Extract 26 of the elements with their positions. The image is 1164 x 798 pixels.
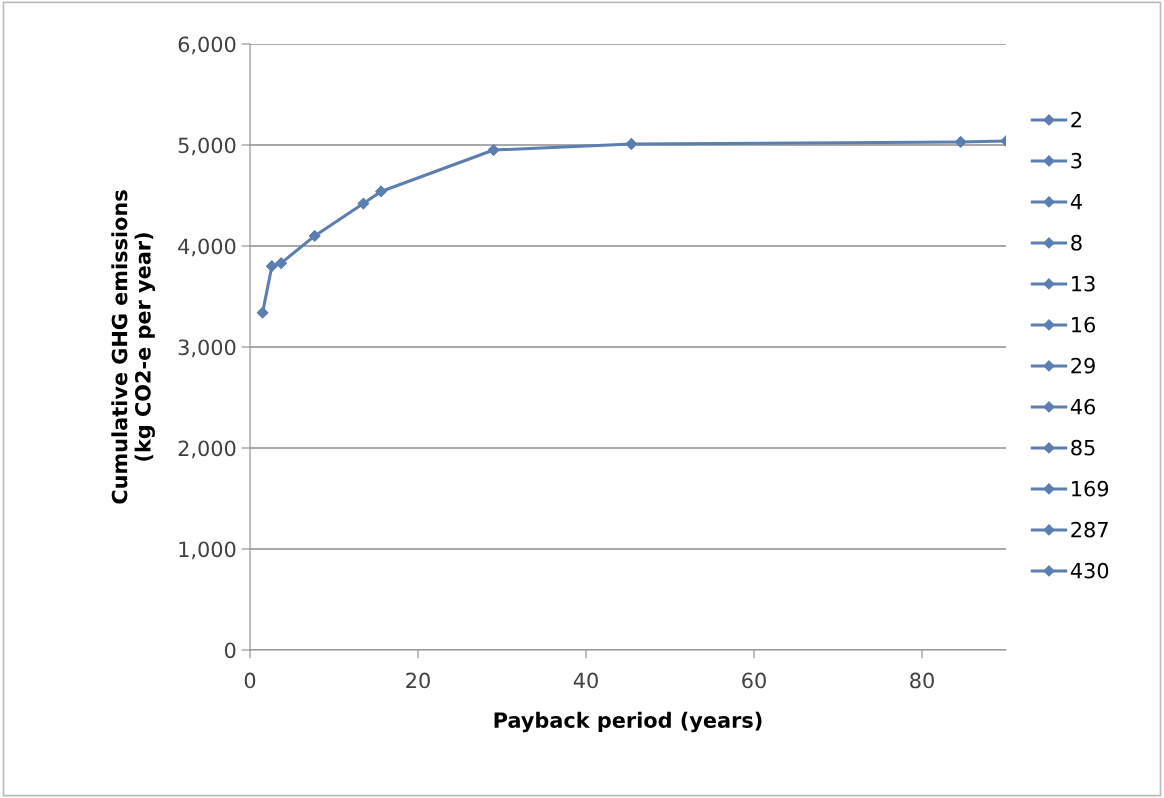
legend-label: 13 xyxy=(1072,275,1095,292)
legend-label: 3 xyxy=(1071,152,1082,169)
legend-label: 85 xyxy=(1071,439,1095,456)
legend-label: 287 xyxy=(1071,521,1108,538)
y-axis-title: Cumulative GHG emissions (kg CO2-e per year) xyxy=(111,190,155,504)
legend-label: 16 xyxy=(1072,316,1096,333)
x-tick-label: 80 xyxy=(910,672,934,689)
legend-label: 46 xyxy=(1070,398,1096,415)
y-tick-label: 0 xyxy=(224,642,236,659)
legend-label: 29 xyxy=(1071,357,1095,374)
x-tick-label: 0 xyxy=(244,672,256,689)
x-tick-label: 60 xyxy=(742,672,766,689)
legend-label: 8 xyxy=(1071,234,1082,251)
y-tick-label: 1,000 xyxy=(179,541,236,560)
x-tick-label: 40 xyxy=(573,672,598,689)
legend-label: 169 xyxy=(1072,480,1109,497)
legend-label: 2 xyxy=(1071,111,1081,128)
y-tick-label: 4,000 xyxy=(178,238,236,257)
legend-label: 4 xyxy=(1070,194,1082,210)
y-tick-label: 6,000 xyxy=(178,36,236,55)
y-tick-label: 3,000 xyxy=(178,339,236,358)
y-tick-label: 2,000 xyxy=(178,440,236,459)
y-tick-label: 5,000 xyxy=(178,137,236,156)
x-tick-label: 20 xyxy=(406,672,430,689)
legend-label: 430 xyxy=(1070,562,1109,579)
x-axis-title: Payback period (years) xyxy=(494,711,762,733)
